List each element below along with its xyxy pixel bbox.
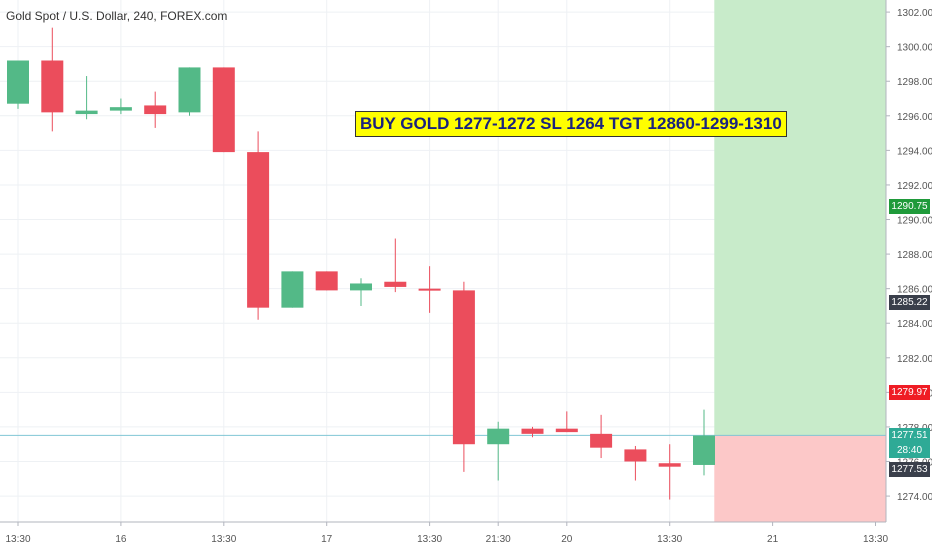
time-tick-label: 16: [115, 534, 127, 545]
candle-13: [452, 281, 475, 472]
candles: [7, 27, 715, 500]
candle-body: [247, 152, 270, 308]
price-tick-label: 1298.00: [897, 77, 932, 88]
candle-body: [178, 67, 201, 113]
time-tick-label: 13:30: [5, 534, 30, 545]
candle-6: [212, 67, 235, 153]
price-badge-0: 1290.75: [889, 199, 930, 215]
price-badge-1: 1285.22: [889, 294, 930, 310]
candle-body: [315, 271, 338, 291]
candle-14: [487, 421, 510, 481]
position-zones: [714, 0, 886, 522]
candle-body: [350, 283, 372, 291]
candle-body: [418, 288, 441, 291]
time-tick-label: 21:30: [486, 534, 511, 545]
profit-zone: [714, 0, 886, 436]
candle-4: [144, 91, 167, 128]
candle-body: [693, 435, 715, 465]
candle-8: [281, 271, 304, 308]
symbol-title: Gold Spot / U.S. Dollar, 240, FOREX.com: [6, 9, 228, 23]
time-tick-label: 21: [767, 534, 779, 545]
candle-body: [212, 67, 235, 153]
candle-body: [624, 449, 647, 462]
price-tick-label: 1292.00: [897, 181, 932, 192]
candle-body: [281, 271, 304, 308]
price-tick-label: 1274.00: [897, 492, 932, 503]
candle-11: [384, 238, 407, 293]
price-badge-3: 1277.51: [889, 427, 930, 443]
time-tick-label: 13:30: [211, 534, 236, 545]
price-tick-label: 1294.00: [897, 146, 932, 157]
price-tick-label: 1290.00: [897, 216, 932, 227]
candle-body: [109, 107, 132, 111]
time-tick-label: 20: [561, 534, 573, 545]
candle-3: [109, 98, 132, 115]
price-tick-label: 1288.00: [897, 250, 932, 261]
candle-1: [41, 27, 64, 132]
candle-body: [41, 60, 64, 113]
candle-15: [521, 426, 544, 438]
time-axis[interactable]: [0, 522, 932, 550]
price-tick-label: 1300.00: [897, 43, 932, 54]
candle-5: [178, 67, 201, 116]
time-tick-label: 17: [321, 534, 333, 545]
candle-16: [555, 411, 578, 433]
candle-17: [590, 414, 613, 459]
candle-body: [590, 433, 613, 448]
candle-20: [693, 409, 715, 476]
price-tick-label: 1296.00: [897, 112, 932, 123]
candle-body: [144, 105, 167, 115]
candle-10: [350, 278, 372, 306]
candle-19: [658, 444, 681, 500]
candle-body: [75, 110, 98, 115]
time-tick-label: 13:30: [657, 534, 682, 545]
time-axis-ticks: 13:30 16 13:30 17 13:30 21:30 20 13:30 21 13:30: [5, 522, 888, 545]
candle-body: [452, 290, 475, 445]
time-tick-label: 13:30: [417, 534, 442, 545]
candle-body: [555, 428, 578, 433]
price-tick-label: 1286.00: [897, 285, 932, 296]
candle-body: [384, 281, 407, 287]
price-tick-label: 1302.00: [897, 8, 932, 19]
price-tick-label: 1284.00: [897, 319, 932, 330]
price-tick-label: 1282.00: [897, 354, 932, 365]
candle-body: [7, 60, 29, 104]
candle-body: [658, 463, 681, 467]
candle-body: [521, 428, 544, 434]
candle-body: [487, 428, 510, 445]
candle-9: [315, 271, 338, 291]
time-tick-label: 13:30: [863, 534, 888, 545]
trade-idea-annotation[interactable]: BUY GOLD 1277-1272 SL 1264 TGT 12860-129…: [355, 111, 787, 137]
candle-12: [418, 266, 441, 313]
price-badge-4: 28:40: [889, 442, 930, 458]
price-badge-2: 1279.97: [889, 385, 930, 401]
candle-18: [624, 445, 647, 481]
loss-zone: [714, 435, 886, 522]
candle-0: [7, 60, 29, 109]
price-badge-5: 1277.53: [889, 461, 930, 477]
candle-2: [75, 76, 98, 120]
candle-7: [247, 131, 270, 320]
